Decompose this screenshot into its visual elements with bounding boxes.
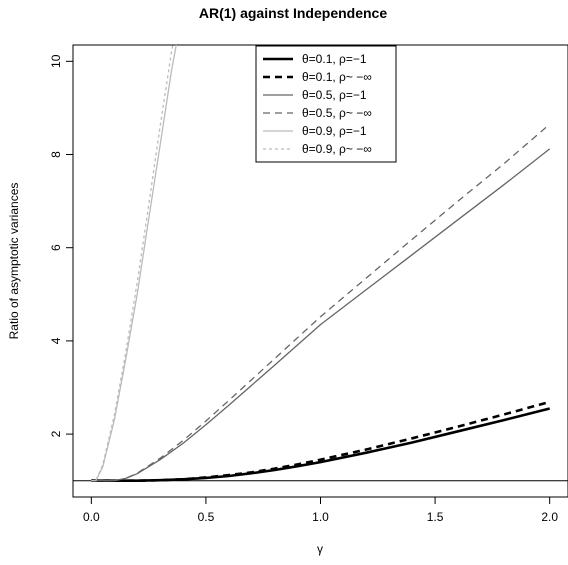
series-line-2 (91, 400, 551, 483)
series-line-3 (91, 148, 551, 482)
y-tick-label: 8 (49, 151, 63, 158)
y-tick-label: 6 (49, 244, 63, 251)
x-tick-label: 0.0 (83, 510, 100, 524)
legend: θ=0.1, ρ=−1 θ=0.1, ρ~ −∞ θ=0.5, ρ=−1 θ=0.5,… (255, 45, 397, 163)
series-line-5 (91, 45, 177, 482)
series-group (91, 45, 551, 483)
legend-label-1: θ=0.1, ρ=−1 (302, 52, 367, 66)
x-tick-label: 0.5 (198, 510, 215, 524)
legend-label-2: θ=0.1, ρ~ −∞ (302, 70, 372, 84)
legend-label-4: θ=0.5, ρ~ −∞ (302, 106, 372, 120)
chart-title: AR(1) against Independence (199, 5, 387, 21)
x-tick-label: 2.0 (541, 510, 558, 524)
legend-box (255, 45, 397, 163)
legend-label-6: θ=0.9, ρ~ −∞ (302, 142, 372, 156)
series-line-4 (91, 123, 551, 482)
y-tick-label: 10 (49, 54, 63, 68)
y-tick-label: 2 (49, 430, 63, 437)
y-tick-label: 4 (49, 337, 63, 344)
legend-label-5: θ=0.9, ρ=−1 (302, 124, 367, 138)
y-axis-label: Ratio of asymptotic variances (7, 183, 21, 340)
x-tick-label: 1.5 (427, 510, 444, 524)
x-axis-label: γ (317, 542, 323, 556)
series-line-6 (91, 45, 174, 482)
legend-label-3: θ=0.5, ρ=−1 (302, 88, 367, 102)
x-tick-label: 1.0 (312, 510, 329, 524)
